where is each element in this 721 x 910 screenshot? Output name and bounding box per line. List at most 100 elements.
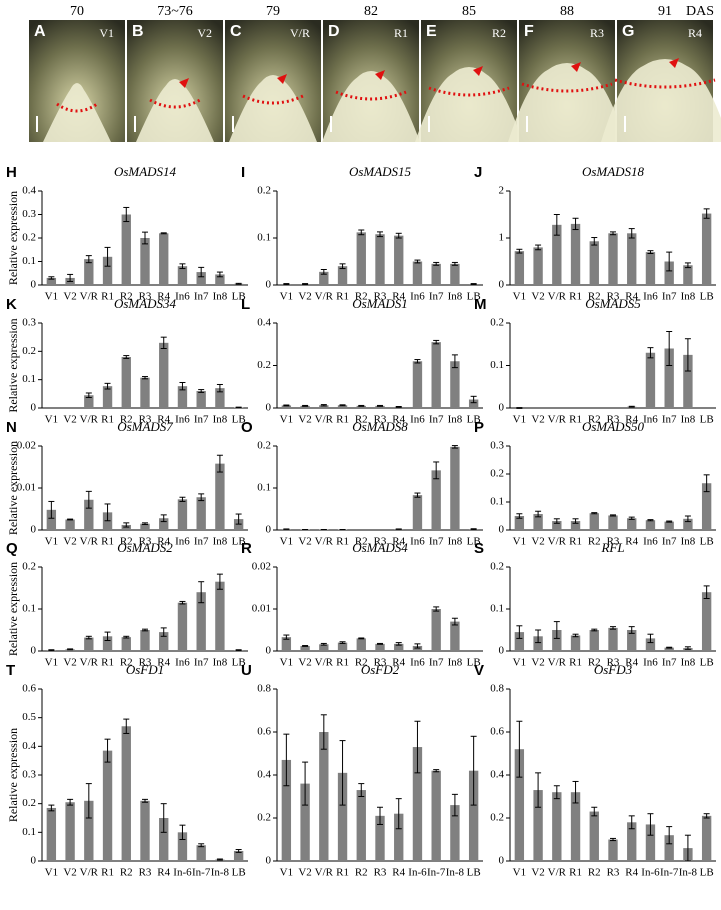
panel-letter: R xyxy=(241,540,252,557)
error-bar xyxy=(377,806,383,825)
y-tick-label: 0 xyxy=(31,645,37,657)
bar xyxy=(281,405,292,408)
error-bar xyxy=(703,813,710,819)
error-bar xyxy=(142,231,148,245)
x-tick-label: R2 xyxy=(120,414,133,426)
error-bar xyxy=(414,259,421,264)
x-tick-label: R1 xyxy=(101,414,114,426)
bar xyxy=(121,726,131,861)
bar xyxy=(394,235,404,285)
x-tick-label: LB xyxy=(467,657,481,669)
y-axis-label: Relative expression xyxy=(6,728,20,822)
y-tick-label: 0 xyxy=(266,524,272,536)
bar xyxy=(319,405,329,408)
panel-letter: J xyxy=(474,164,482,181)
bar xyxy=(431,342,441,408)
x-tick-label: In6 xyxy=(175,414,190,426)
error-bar xyxy=(516,407,523,409)
error-bar xyxy=(302,761,309,806)
error-bar xyxy=(572,217,579,231)
y-tick-label: 0.2 xyxy=(490,812,504,824)
x-tick-label: R4 xyxy=(625,414,638,426)
error-bar xyxy=(470,528,477,531)
day-label: 91 xyxy=(658,4,672,19)
error-bar xyxy=(628,405,635,408)
error-bar xyxy=(179,263,186,270)
error-bar xyxy=(198,581,205,604)
error-bar xyxy=(535,772,542,808)
error-bar xyxy=(684,338,691,372)
error-bar xyxy=(48,804,55,812)
bar xyxy=(468,770,479,861)
day-label: 73~76 xyxy=(157,4,193,19)
x-tick-label: R3 xyxy=(139,414,152,426)
error-bar xyxy=(628,516,635,520)
error-bar xyxy=(179,600,186,605)
x-tick-label: R1 xyxy=(101,536,114,548)
x-tick-label: In7 xyxy=(194,657,209,669)
x-tick-label: R1 xyxy=(569,291,582,303)
bar xyxy=(319,644,329,651)
x-tick-label: In8 xyxy=(213,414,228,426)
x-tick-label: In7 xyxy=(429,657,444,669)
error-bar xyxy=(142,798,148,803)
error-bar xyxy=(142,628,148,632)
panel-letter: V xyxy=(474,662,484,679)
x-tick-label: In-6 xyxy=(173,867,192,879)
x-tick-label: LB xyxy=(467,291,481,303)
bar xyxy=(319,732,329,861)
x-tick-label: In6 xyxy=(643,291,658,303)
x-tick-label: In8 xyxy=(213,657,228,669)
meristem xyxy=(601,59,721,142)
y-tick-label: 0.6 xyxy=(257,726,271,738)
error-bar xyxy=(516,625,523,639)
error-bar xyxy=(216,454,223,473)
bar xyxy=(84,499,94,530)
x-tick-label: In8 xyxy=(681,657,696,669)
y-tick-label: 0 xyxy=(266,855,272,867)
bar xyxy=(233,850,244,861)
y-axis-label: Relative expression xyxy=(6,191,20,285)
error-bar xyxy=(160,803,167,833)
bar xyxy=(570,792,581,861)
error-bar xyxy=(142,522,148,526)
x-tick-label: R3 xyxy=(139,536,152,548)
error-bar xyxy=(160,627,167,637)
y-tick-label: 0.2 xyxy=(22,797,36,809)
error-bar xyxy=(142,376,148,380)
error-bar xyxy=(302,404,309,407)
y-tick-label: 0.4 xyxy=(22,740,36,752)
x-tick-label: R1 xyxy=(336,536,349,548)
bar xyxy=(589,630,599,651)
bar xyxy=(65,802,75,861)
error-bar xyxy=(470,395,477,404)
error-bar xyxy=(591,512,598,515)
x-tick-label: LB xyxy=(467,414,481,426)
y-tick-label: 0.2 xyxy=(257,812,271,824)
y-tick-label: 0.4 xyxy=(257,317,271,329)
error-bar xyxy=(235,849,242,853)
x-tick-label: V2 xyxy=(298,291,311,303)
error-bar xyxy=(339,641,346,644)
bar xyxy=(645,824,656,861)
error-bar xyxy=(647,813,654,836)
chart-title: OsMADS1 xyxy=(352,296,408,311)
bar xyxy=(140,630,150,651)
y-tick-label: 0.2 xyxy=(490,468,504,480)
error-bar xyxy=(666,826,673,845)
error-bar xyxy=(553,214,560,236)
x-tick-label: V1 xyxy=(45,536,58,548)
x-tick-label: In7 xyxy=(662,657,677,669)
x-tick-label: V2 xyxy=(531,867,544,879)
x-tick-label: V/R xyxy=(80,291,99,303)
x-tick-label: In6 xyxy=(410,414,425,426)
x-tick-label: In-6 xyxy=(408,867,427,879)
x-tick-label: R4 xyxy=(392,657,405,669)
bar xyxy=(552,521,562,530)
meristem xyxy=(415,67,523,142)
meristem xyxy=(136,79,214,142)
x-tick-label: V/R xyxy=(548,867,567,879)
y-tick-label: 0.3 xyxy=(22,769,36,781)
x-tick-label: R3 xyxy=(139,867,152,879)
